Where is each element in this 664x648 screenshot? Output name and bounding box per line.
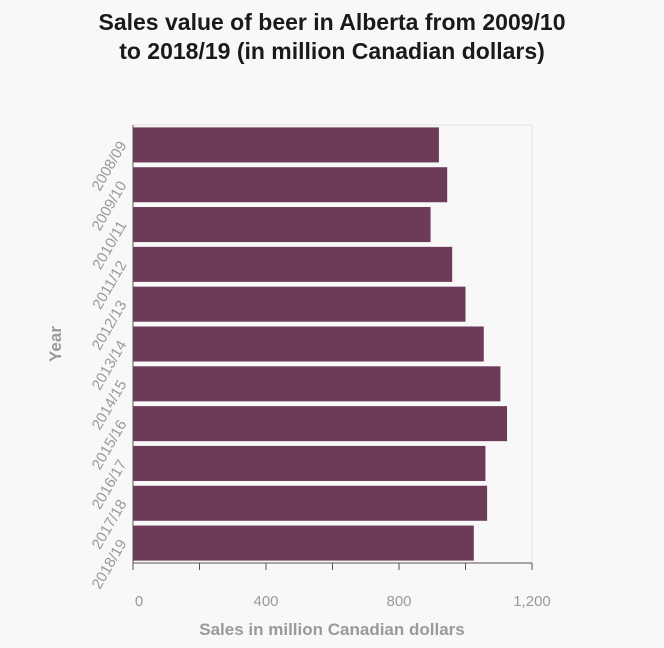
bar-2012-13: [133, 286, 466, 322]
bar-2017-18: [133, 485, 488, 521]
bar-2010-11: [133, 207, 431, 243]
bar-2011-12: [133, 246, 453, 282]
bar-2018-19: [133, 525, 474, 561]
bars-layer: [133, 127, 508, 561]
bar-2015-16: [133, 406, 508, 442]
bar-2009-10: [133, 167, 448, 203]
x-axis-title: Sales in million Canadian dollars: [199, 620, 464, 639]
bar-2013-14: [133, 326, 484, 362]
bar-2014-15: [133, 366, 501, 402]
chart-title: Sales value of beer in Alberta from 2009…: [0, 8, 664, 66]
x-tick-label: 800: [386, 593, 411, 610]
x-tick-label: 400: [253, 593, 278, 610]
bar-2008-09: [133, 127, 439, 163]
bar-2016-17: [133, 445, 486, 481]
y-axis-title: Year: [46, 326, 65, 362]
x-tick-label: 1,200: [513, 593, 551, 610]
x-tick-label: 0: [135, 593, 143, 610]
chart-title-line-1: Sales value of beer in Alberta from 2009…: [98, 9, 566, 35]
chart-title-line-2: to 2018/19 (in million Canadian dollars): [119, 38, 545, 64]
